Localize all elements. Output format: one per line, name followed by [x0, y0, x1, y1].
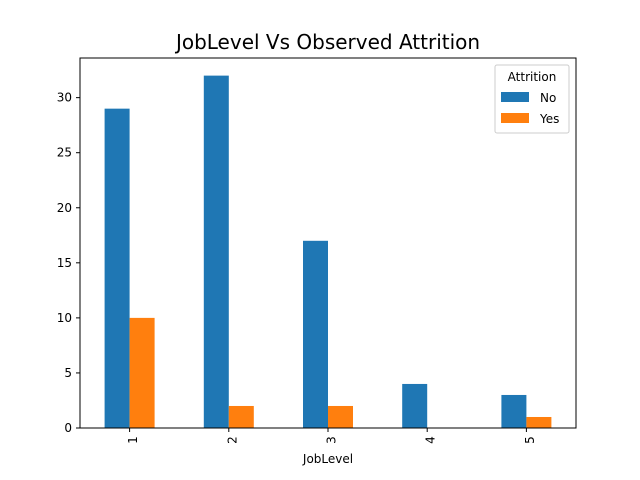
bar-no-5 — [501, 394, 527, 428]
x-tick-label-3: 3 — [325, 436, 339, 444]
legend-swatch-yes — [501, 113, 529, 123]
bar-no-4 — [402, 383, 428, 428]
legend-swatch-no — [501, 92, 529, 102]
bar-no-3 — [303, 240, 328, 428]
x-tick-label-1: 1 — [126, 436, 140, 444]
y-tick-label-30: 30 — [57, 91, 72, 105]
x-tick-label-2: 2 — [225, 436, 239, 444]
y-tick-label-15: 15 — [57, 256, 72, 270]
bar-no-2 — [203, 75, 229, 428]
chart-title: JobLevel Vs Observed Attrition — [174, 30, 480, 54]
x-axis-label: JobLevel — [302, 452, 353, 466]
x-tick-label-5: 5 — [523, 436, 537, 444]
bar-yes-1 — [129, 317, 155, 428]
y-tick-label-20: 20 — [57, 201, 72, 215]
y-axis: 0 5 10 15 20 25 30 — [57, 91, 80, 435]
y-tick-label-25: 25 — [57, 146, 72, 160]
legend-label-no: No — [540, 91, 556, 105]
legend: Attrition No Yes — [494, 64, 570, 134]
legend-title: Attrition — [508, 70, 557, 84]
bar-yes-5 — [526, 416, 552, 428]
y-tick-label-0: 0 — [64, 421, 72, 435]
bar-yes-2 — [228, 405, 254, 428]
y-tick-label-10: 10 — [57, 311, 72, 325]
bars-group — [104, 75, 552, 429]
bar-no-1 — [104, 108, 130, 429]
legend-label-yes: Yes — [539, 112, 559, 126]
bar-yes-3 — [328, 405, 353, 428]
x-tick-label-4: 4 — [424, 436, 438, 444]
x-axis: 1 2 3 4 5 — [126, 428, 537, 444]
y-tick-label-5: 5 — [64, 366, 72, 380]
